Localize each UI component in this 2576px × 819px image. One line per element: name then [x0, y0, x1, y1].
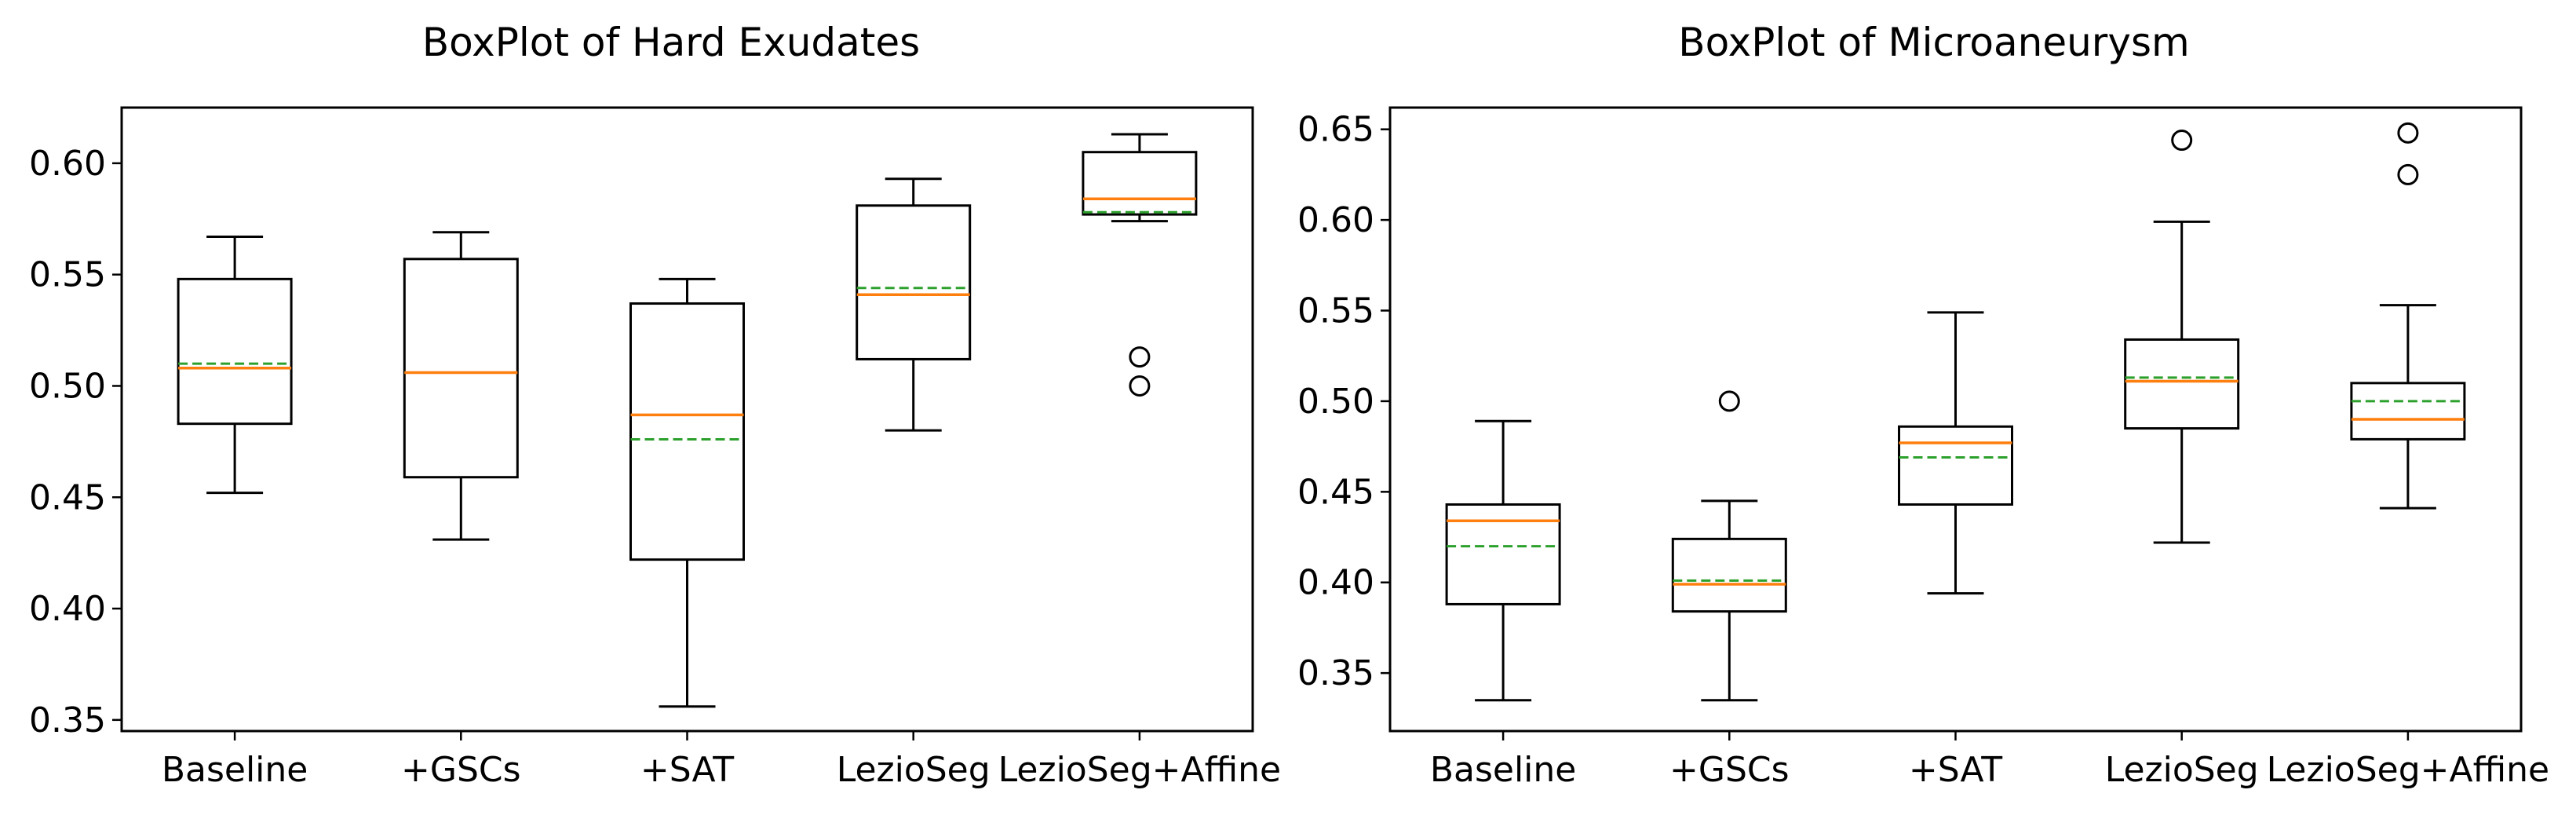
outlier-point — [2397, 163, 2419, 185]
microaneurysm-ytick-label: 0.40 — [1297, 563, 1374, 603]
iqr-box — [1671, 537, 1787, 613]
microaneurysm-ytick-label: 0.65 — [1297, 110, 1374, 150]
hard-exudates-xtick-label: LezioSeg — [837, 750, 991, 790]
hard-exudates-box-sat — [629, 277, 745, 708]
iqr-box — [1445, 503, 1561, 605]
iqr-box — [1082, 151, 1198, 216]
iqr-box — [1898, 425, 2013, 506]
microaneurysm-xtick-label: +GSCs — [1669, 750, 1790, 790]
hard-exudates-ytick-label: 0.55 — [29, 255, 106, 295]
microaneurysm-box-baseline — [1445, 419, 1561, 702]
hard-exudates-box-lezioseg — [856, 177, 972, 432]
hard-exudates-title: BoxPlot of Hard Exudates — [422, 20, 920, 65]
hard-exudates-ytick-label: 0.40 — [29, 589, 106, 629]
microaneurysm-box-sat — [1898, 311, 2013, 595]
microaneurysm-xtick-label: +SAT — [1909, 750, 2002, 790]
hard-exudates-xtick-label: +SAT — [640, 750, 734, 790]
microaneurysm-box-lezioseg-affine — [2350, 122, 2466, 510]
hard-exudates-box-lezioseg-affine — [1082, 133, 1198, 397]
hard-exudates-panel: BoxPlot of Hard Exudates 0.35 0.40 0.45 0.5… — [29, 20, 1281, 790]
outlier-point — [1129, 375, 1151, 397]
microaneurysm-xtick-label: LezioSeg — [2105, 750, 2259, 790]
hard-exudates-ytick-label: 0.50 — [29, 366, 106, 406]
iqr-box — [629, 302, 745, 561]
microaneurysm-box-gscs — [1671, 390, 1787, 702]
microaneurysm-ytick-label: 0.50 — [1297, 382, 1374, 422]
iqr-box — [177, 277, 293, 426]
iqr-box — [403, 258, 519, 479]
outlier-point — [2171, 130, 2193, 152]
outlier-point — [1718, 390, 1740, 412]
microaneurysm-xtick-label: Baseline — [1430, 750, 1577, 790]
hard-exudates-xtick-label: LezioSeg+Affine — [998, 750, 1281, 790]
microaneurysm-ytick-label: 0.35 — [1297, 653, 1374, 693]
hard-exudates-ytick-label: 0.45 — [29, 477, 106, 517]
hard-exudates-ytick-label: 0.60 — [29, 144, 106, 184]
microaneurysm-ytick-label: 0.55 — [1297, 291, 1374, 331]
hard-exudates-ytick-label: 0.35 — [29, 700, 106, 740]
iqr-box — [2350, 382, 2466, 441]
outlier-point — [2397, 122, 2419, 144]
microaneurysm-box-lezioseg — [2124, 130, 2240, 544]
microaneurysm-xtick-label: LezioSeg+Affine — [2267, 750, 2549, 790]
microaneurysm-panel: BoxPlot of Microaneurysm 0.35 0.40 0.45 0.5… — [1297, 20, 2549, 790]
microaneurysm-ytick-label: 0.45 — [1297, 472, 1374, 512]
outlier-point — [1129, 346, 1151, 368]
iqr-box — [2124, 338, 2240, 430]
microaneurysm-title: BoxPlot of Microaneurysm — [1678, 20, 2189, 65]
hard-exudates-box-gscs — [403, 231, 519, 541]
hard-exudates-xtick-label: +GSCs — [401, 750, 521, 790]
hard-exudates-box-baseline — [177, 235, 293, 495]
microaneurysm-ytick-label: 0.60 — [1297, 200, 1374, 240]
iqr-box — [856, 204, 972, 360]
hard-exudates-xtick-label: Baseline — [162, 750, 308, 790]
